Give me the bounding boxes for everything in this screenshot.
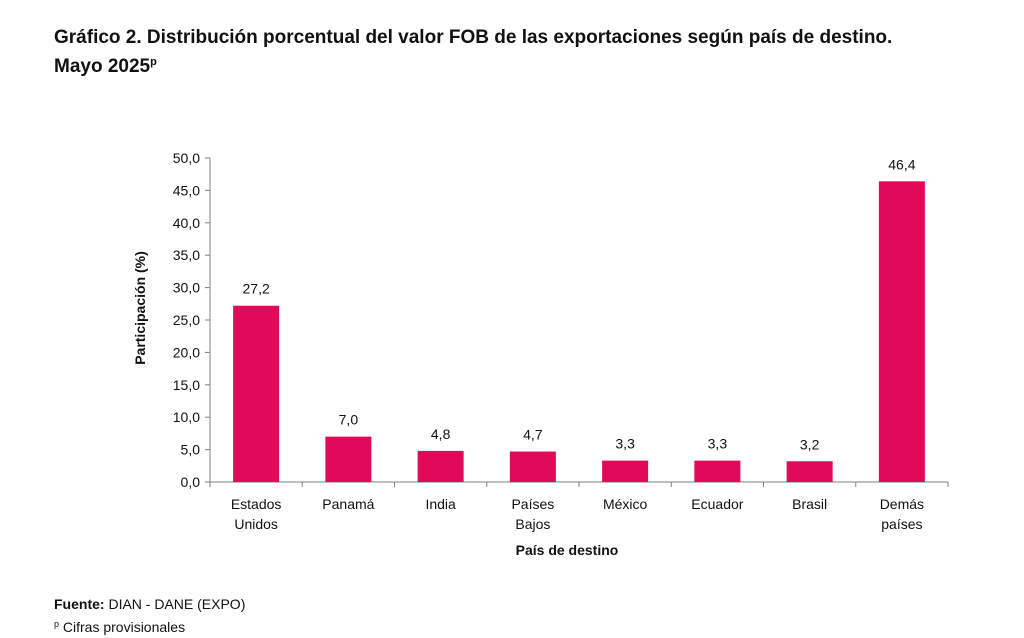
bar — [417, 450, 464, 482]
chart-title-period: Mayo 2025 — [54, 56, 151, 77]
note-text: Cifras provisionales — [62, 619, 186, 635]
bar — [325, 436, 372, 482]
bar-value-label: 4,8 — [431, 426, 451, 442]
x-tick-label: Brasil — [792, 496, 827, 512]
provisional-superscript: p — [150, 56, 157, 68]
x-axis-title: País de destino — [516, 542, 619, 558]
y-tick-label: 25,0 — [173, 312, 200, 328]
y-tick-label: 45,0 — [173, 182, 200, 198]
y-tick-label: 35,0 — [173, 247, 200, 263]
bar — [233, 305, 280, 482]
chart-bars — [233, 181, 925, 482]
chart-axes — [205, 157, 949, 487]
note-superscript: p — [54, 619, 60, 629]
y-tick-label: 40,0 — [173, 215, 200, 231]
bar — [694, 460, 741, 482]
y-axis-title: Participación (%) — [132, 251, 148, 365]
bar-value-label: 27,2 — [243, 281, 270, 297]
chart-title-line1: Gráfico 2. Distribución porcentual del v… — [54, 27, 893, 48]
y-tick-label: 0,0 — [181, 474, 201, 490]
y-tick-label: 15,0 — [173, 377, 200, 393]
bar-value-label: 3,2 — [800, 436, 820, 452]
y-tick-label: 10,0 — [173, 409, 200, 425]
chart-title: Gráfico 2. Distribución porcentual del v… — [54, 25, 994, 79]
bar — [509, 451, 556, 482]
y-tick-label: 20,0 — [173, 344, 200, 360]
bar-value-label: 3,3 — [615, 436, 635, 452]
x-tick-label: Estados Unidos — [231, 496, 282, 532]
bar — [878, 181, 925, 482]
x-tick-label: Ecuador — [691, 496, 743, 512]
bar-chart: 0,0 5,0 10,0 15,0 20,0 25,0 30,0 35,0 40,0 45,0 50… — [132, 150, 949, 558]
source-label: Fuente: — [54, 596, 105, 612]
x-tick-label: Demás países — [880, 496, 924, 532]
y-tick-label: 50,0 — [173, 150, 200, 166]
provisional-note: p Cifras provisionales — [54, 614, 185, 637]
chart-title-line2: Mayo 2025p — [54, 50, 994, 79]
x-tick-label: Panamá — [322, 496, 374, 512]
source-text: DIAN - DANE (EXPO) — [108, 596, 246, 612]
bar-value-label: 46,4 — [888, 156, 915, 172]
bar — [786, 461, 833, 482]
x-tick-label: India — [425, 496, 456, 512]
x-tick-label: Países Bajos — [511, 496, 554, 532]
y-tick-label: 5,0 — [181, 442, 201, 458]
bar-value-label: 4,7 — [523, 427, 543, 443]
bar-value-label: 7,0 — [339, 412, 359, 428]
bar-value-label: 3,3 — [708, 436, 728, 452]
bar — [602, 460, 649, 482]
x-tick-label: México — [603, 496, 648, 512]
y-tick-label: 30,0 — [173, 280, 200, 296]
source-note: Fuente: DIAN - DANE (EXPO) — [54, 594, 245, 614]
chart-labels: 0,0 5,0 10,0 15,0 20,0 25,0 30,0 35,0 40,0 45,0 50… — [132, 150, 924, 558]
